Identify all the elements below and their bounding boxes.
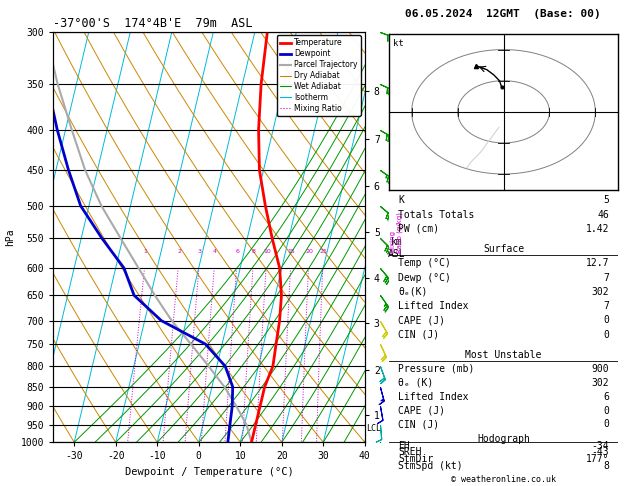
Text: Mixing
Ratio (g/kg): Mixing Ratio (g/kg)	[390, 211, 403, 253]
Text: Pressure (mb): Pressure (mb)	[398, 364, 474, 374]
Text: 6: 6	[235, 249, 239, 254]
Text: 06.05.2024  12GMT  (Base: 00): 06.05.2024 12GMT (Base: 00)	[405, 9, 601, 19]
Text: Surface: Surface	[483, 244, 524, 254]
Text: 3: 3	[198, 249, 202, 254]
Text: kt: kt	[393, 39, 404, 48]
Y-axis label: km
ASL: km ASL	[387, 237, 405, 259]
Text: SREH: SREH	[398, 448, 421, 457]
Text: 4: 4	[213, 249, 217, 254]
Text: StmDir: StmDir	[398, 454, 433, 464]
Text: StmSpd (kt): StmSpd (kt)	[398, 461, 462, 470]
Text: PW (cm): PW (cm)	[398, 224, 439, 234]
Text: Lifted Index: Lifted Index	[398, 392, 469, 402]
Text: CAPE (J): CAPE (J)	[398, 315, 445, 326]
Text: K: K	[398, 195, 404, 205]
Text: Dewp (°C): Dewp (°C)	[398, 273, 451, 282]
Text: 15: 15	[287, 249, 295, 254]
Text: Lifted Index: Lifted Index	[398, 301, 469, 311]
Y-axis label: hPa: hPa	[6, 228, 15, 246]
Text: EH: EH	[398, 441, 409, 451]
Text: 1: 1	[144, 249, 148, 254]
Text: CAPE (J): CAPE (J)	[398, 406, 445, 416]
Text: 0: 0	[603, 315, 609, 326]
Text: © weatheronline.co.uk: © weatheronline.co.uk	[451, 474, 555, 484]
Text: θₑ(K): θₑ(K)	[398, 287, 427, 297]
Legend: Temperature, Dewpoint, Parcel Trajectory, Dry Adiabat, Wet Adiabat, Isotherm, Mi: Temperature, Dewpoint, Parcel Trajectory…	[277, 35, 361, 116]
Text: 2: 2	[177, 249, 181, 254]
Text: 7: 7	[603, 273, 609, 282]
Text: LCL: LCL	[365, 424, 381, 433]
Text: Temp (°C): Temp (°C)	[398, 258, 451, 268]
Text: CIN (J): CIN (J)	[398, 419, 439, 430]
Text: 302: 302	[591, 287, 609, 297]
Text: 20: 20	[305, 249, 313, 254]
Text: 900: 900	[591, 364, 609, 374]
Text: 5: 5	[603, 195, 609, 205]
Text: 7: 7	[603, 301, 609, 311]
Text: 1.42: 1.42	[586, 224, 609, 234]
Text: Most Unstable: Most Unstable	[465, 350, 542, 360]
Text: 12.7: 12.7	[586, 258, 609, 268]
Text: 0: 0	[603, 406, 609, 416]
Text: θₑ (K): θₑ (K)	[398, 378, 433, 388]
Text: 302: 302	[591, 378, 609, 388]
X-axis label: Dewpoint / Temperature (°C): Dewpoint / Temperature (°C)	[125, 467, 294, 477]
Text: -43: -43	[591, 448, 609, 457]
Text: 0: 0	[603, 419, 609, 430]
Text: 46: 46	[598, 209, 609, 220]
Text: 8: 8	[603, 461, 609, 470]
Text: CIN (J): CIN (J)	[398, 330, 439, 340]
Text: 6: 6	[603, 392, 609, 402]
Text: Totals Totals: Totals Totals	[398, 209, 474, 220]
Text: -34: -34	[591, 441, 609, 451]
Text: Hodograph: Hodograph	[477, 434, 530, 444]
Text: -37°00'S  174°4B'E  79m  ASL: -37°00'S 174°4B'E 79m ASL	[53, 17, 253, 31]
Text: 10: 10	[263, 249, 270, 254]
Text: 8: 8	[252, 249, 255, 254]
Text: 177°: 177°	[586, 454, 609, 464]
Text: 0: 0	[603, 330, 609, 340]
Text: 25: 25	[320, 249, 327, 254]
